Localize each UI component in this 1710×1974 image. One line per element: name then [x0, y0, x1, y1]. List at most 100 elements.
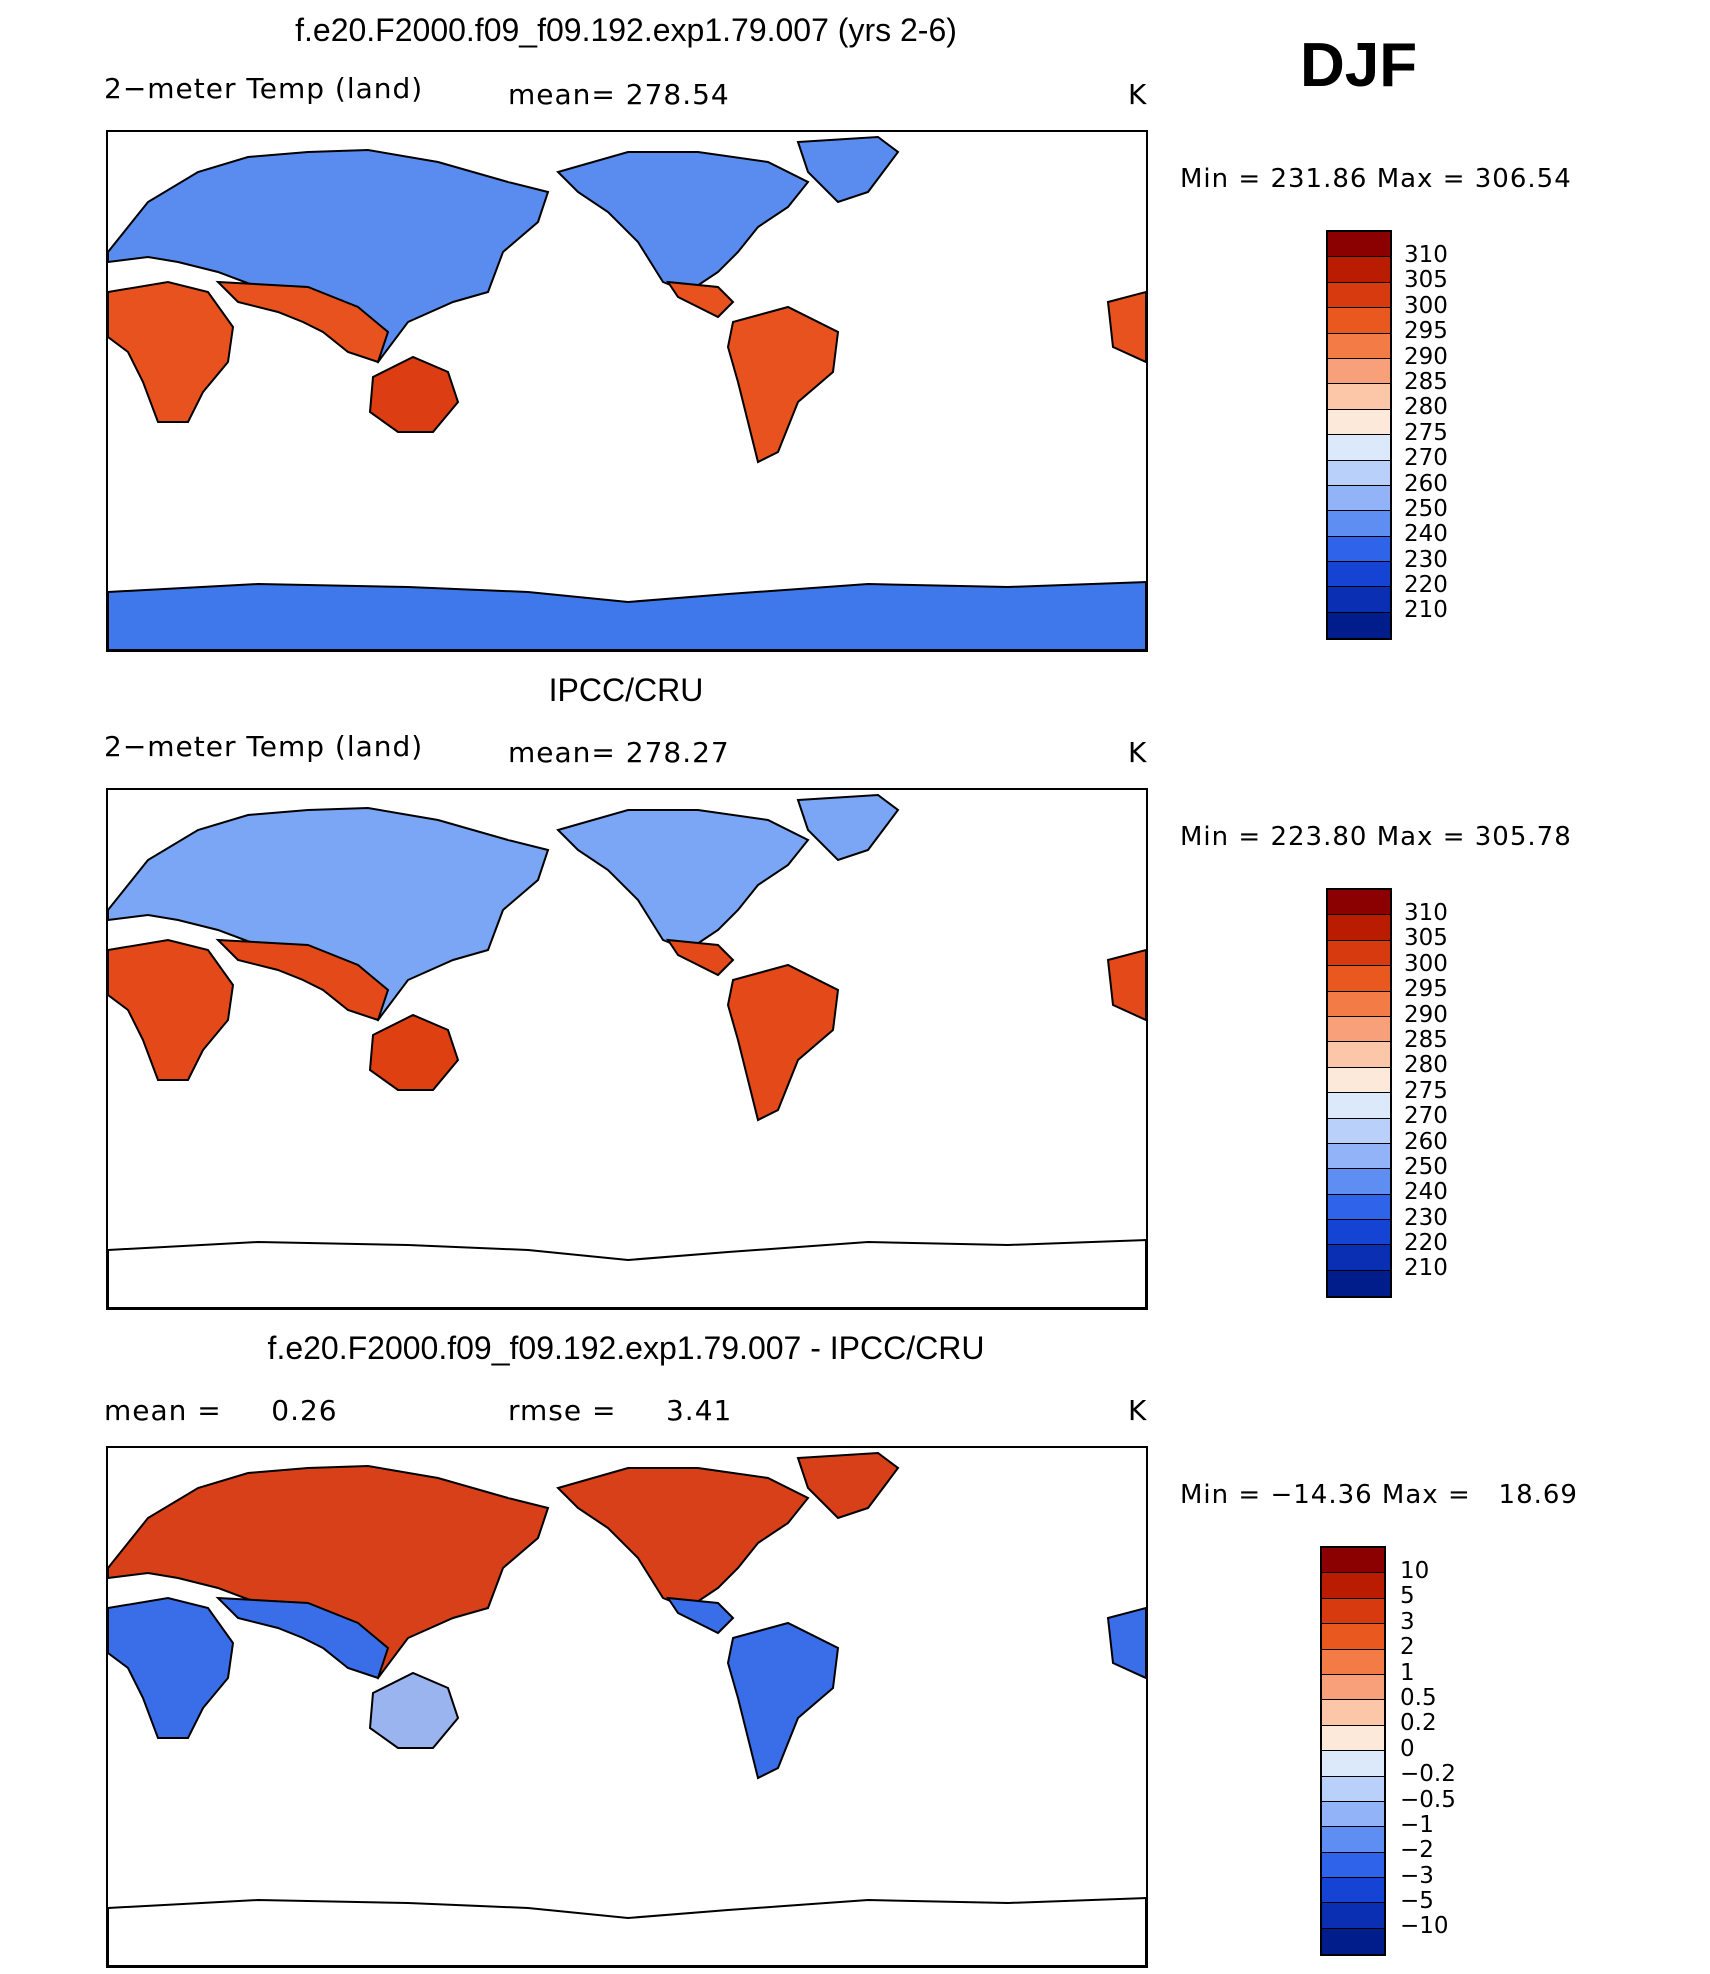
panel-1-variable-label: 2−meter Temp (land) [104, 72, 424, 105]
colorbar-tick-label: 295 [1404, 976, 1448, 1003]
panel-1-title: f.e20.F2000.f09_f09.192.exp1.79.007 (yrs… [295, 12, 957, 48]
colorbar-tick-label: 295 [1404, 318, 1448, 345]
map-north-america [556, 1467, 810, 1610]
colorbar-tick-label: −3 [1400, 1862, 1434, 1889]
map-greenland [796, 135, 900, 204]
colorbar-tick-label: 220 [1404, 1230, 1448, 1257]
panel-3-mean-label: mean = 0.26 [104, 1394, 338, 1427]
colorbar-tick-label: 270 [1404, 445, 1448, 472]
colorbar-tick-label: 220 [1404, 572, 1448, 599]
colorbar-tick-label: 300 [1404, 950, 1448, 977]
map-central-america [665, 280, 735, 319]
panel-3-units: K [1128, 1394, 1148, 1427]
colorbar-tick-label: 280 [1404, 1052, 1448, 1079]
colorbar-segment [1328, 257, 1390, 283]
map-greenland [796, 793, 900, 862]
colorbar-segment [1328, 1270, 1390, 1297]
colorbar-tick-label: 260 [1404, 1128, 1448, 1155]
map-india-seasia [215, 1596, 390, 1680]
panel-2-title: IPCC/CRU [548, 672, 704, 708]
map-australia [368, 1013, 460, 1091]
colorbar-tick-label: −0.5 [1400, 1786, 1456, 1813]
season-label: DJF [1300, 31, 1418, 100]
colorbar-tick-label: 210 [1404, 597, 1448, 624]
colorbar-segment [1328, 1143, 1390, 1170]
panel-3-title: f.e20.F2000.f09_f09.192.exp1.79.007 - IP… [267, 1330, 985, 1366]
panel-2-colorbar-labels: 310 305 300 295 290 285 280 275 270 260 250 240 230 2… [1404, 900, 1448, 1282]
colorbar-tick-label: 240 [1404, 1179, 1448, 1206]
colorbar-segment [1328, 536, 1390, 563]
panel-2-units: K [1128, 736, 1148, 769]
colorbar-tick-label: 285 [1404, 368, 1448, 395]
map-africa [108, 938, 235, 1081]
colorbar-segment [1328, 940, 1390, 967]
panel-1-mean-label: mean= 278.54 [508, 78, 730, 111]
panel-1-map [106, 130, 1148, 652]
colorbar-tick-label: 230 [1404, 546, 1448, 573]
colorbar-segment [1328, 460, 1390, 486]
colorbar-segment [1328, 384, 1390, 410]
colorbar-segment [1328, 587, 1390, 613]
colorbar-segment [1328, 232, 1390, 258]
map-north-america [556, 809, 810, 952]
colorbar-segment [1322, 1751, 1384, 1777]
colorbar-segment [1328, 966, 1390, 992]
colorbar-segment [1328, 358, 1390, 385]
colorbar-tick-label: 230 [1404, 1204, 1448, 1231]
colorbar-segment [1328, 991, 1390, 1017]
map-south-america [726, 1621, 840, 1780]
colorbar-tick-label: 305 [1404, 925, 1448, 952]
colorbar-tick-label: 240 [1404, 521, 1448, 548]
colorbar-tick-label: 2 [1400, 1634, 1415, 1661]
panel-2-mean-label: mean= 278.27 [508, 736, 730, 769]
panel-2-min-max: Min = 223.80 Max = 305.78 [1180, 822, 1572, 852]
map-south-america [726, 963, 840, 1122]
panel-1-min-max: Min = 231.86 Max = 306.54 [1180, 164, 1572, 194]
panel-2-map [106, 788, 1148, 1310]
colorbar-segment [1328, 1118, 1390, 1144]
colorbar-segment [1328, 915, 1390, 941]
colorbar-tick-label: 3 [1400, 1608, 1415, 1635]
colorbar-segment [1322, 1903, 1384, 1929]
colorbar-segment [1328, 1220, 1390, 1246]
map-central-america [665, 938, 735, 977]
colorbar-tick-label: 0 [1400, 1735, 1415, 1762]
colorbar-tick-label: 275 [1404, 419, 1448, 446]
colorbar-segment [1328, 890, 1390, 916]
colorbar-tick-label: 285 [1404, 1026, 1448, 1053]
colorbar-segment [1328, 485, 1390, 512]
map-eurasia [108, 1464, 550, 1680]
colorbar-tick-label: 260 [1404, 470, 1448, 497]
colorbar-tick-label: 250 [1404, 495, 1448, 522]
colorbar-segment [1328, 282, 1390, 309]
panel-1-colorbar-labels: 310 305 300 295 290 285 280 275 270 260 250 240 230 2… [1404, 242, 1448, 624]
map-west-africa-edge [1106, 290, 1146, 364]
map-antarctica [108, 1238, 1146, 1308]
colorbar-segment [1322, 1548, 1384, 1574]
map-greenland [796, 1451, 900, 1520]
colorbar-segment [1328, 308, 1390, 334]
colorbar-segment [1328, 435, 1390, 461]
colorbar-segment [1322, 1573, 1384, 1599]
map-australia [368, 1671, 460, 1749]
panel-3-colorbar-labels: 10 5 3 2 1 0.5 0.2 0 −0.2 −0.5 −1 −2 −3 −5 −10 [1400, 1558, 1456, 1940]
colorbar-segment [1328, 562, 1390, 588]
colorbar-tick-label: −2 [1400, 1837, 1434, 1864]
map-central-america [665, 1596, 735, 1635]
map-eurasia [108, 148, 550, 364]
colorbar-segment [1328, 409, 1390, 436]
colorbar-segment [1328, 333, 1390, 359]
colorbar-tick-label: 10 [1400, 1558, 1430, 1584]
colorbar-tick-label: 290 [1404, 1001, 1448, 1028]
colorbar-segment [1322, 1598, 1384, 1625]
colorbar-tick-label: 250 [1404, 1153, 1448, 1180]
panel-3-min-max: Min = −14.36 Max = 18.69 [1180, 1480, 1578, 1510]
map-india-seasia [215, 938, 390, 1022]
colorbar-tick-label: −5 [1400, 1888, 1434, 1915]
map-africa [108, 280, 235, 423]
colorbar-segment [1328, 1067, 1390, 1094]
colorbar-segment [1322, 1700, 1384, 1726]
colorbar-tick-label: 275 [1404, 1077, 1448, 1104]
colorbar-segment [1322, 1878, 1384, 1904]
panel-1-units: K [1128, 78, 1148, 111]
